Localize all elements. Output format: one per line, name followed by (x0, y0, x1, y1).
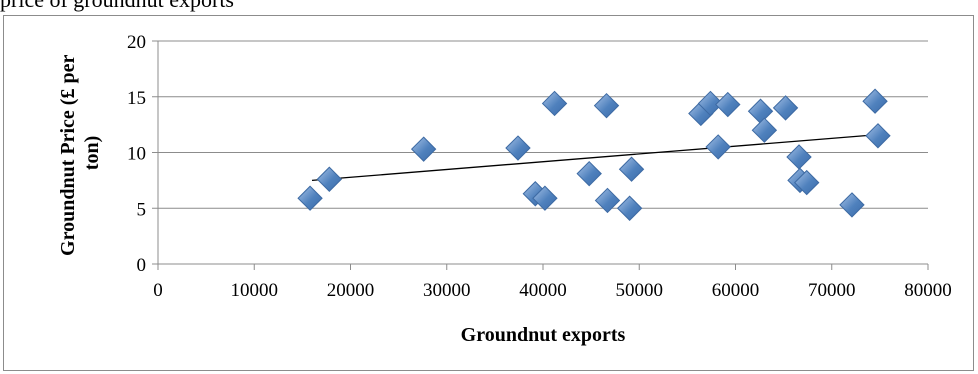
x-tick-label: 0 (153, 280, 163, 301)
x-tick-label: 50000 (616, 280, 664, 301)
y-tick-label: 15 (127, 88, 146, 109)
y-tick-label: 5 (137, 199, 147, 220)
data-point-diamond (532, 185, 558, 211)
trendline (311, 134, 879, 182)
data-point-diamond (541, 90, 568, 117)
data-point-diamond (316, 166, 343, 192)
data-point-diamond (715, 91, 741, 118)
y-tick-label: 10 (127, 144, 146, 165)
data-point-diamond (794, 169, 820, 196)
data-point-diamond (505, 135, 531, 161)
data-point-diamond (751, 117, 778, 143)
y-axis-title: Groundnut Price (£ per ton) (57, 50, 103, 256)
data-point-diamond (618, 156, 645, 182)
data-point-diamond (839, 192, 865, 218)
data-point-diamond (616, 195, 643, 221)
y-tick-label: 20 (127, 32, 146, 53)
x-tick-label: 40000 (519, 280, 567, 301)
data-point-diamond (865, 123, 891, 149)
axes (152, 40, 929, 270)
caption-text: price of groundnut exports (0, 0, 234, 13)
data-point-diamond (772, 95, 799, 121)
y-axis-title-line-1: Groundnut Price (£ per (57, 55, 79, 256)
x-tick-labels: 0 10000 20000 30000 40000 50000 60000 70000 8000… (153, 280, 952, 301)
data-point-diamond (576, 160, 602, 187)
data-point-diamond (410, 136, 437, 162)
data-point-diamond (593, 92, 620, 119)
x-tick-label: 30000 (423, 280, 471, 301)
y-tick-labels: 0 5 10 15 20 (127, 32, 146, 276)
y-tick-label: 0 (137, 255, 147, 276)
x-tick-label: 80000 (904, 280, 952, 301)
y-axis-title-line-2: ton) (81, 136, 103, 170)
x-tick-label: 10000 (231, 280, 279, 301)
data-point-diamond (747, 98, 774, 124)
data-point-diamond (705, 134, 731, 160)
x-tick-label: 70000 (808, 280, 856, 301)
data-point-diamond (594, 187, 621, 214)
chart-area (3, 15, 974, 371)
data-point-diamond (862, 88, 888, 114)
data-point-diamond (697, 90, 724, 117)
x-tick-label: 60000 (712, 280, 760, 301)
trendline-group (311, 134, 879, 182)
data-points (297, 88, 891, 221)
x-axis-title: Groundnut exports (461, 324, 626, 346)
x-tick-label: 20000 (327, 280, 375, 301)
data-point-diamond (786, 144, 812, 170)
data-point-diamond (297, 185, 323, 211)
